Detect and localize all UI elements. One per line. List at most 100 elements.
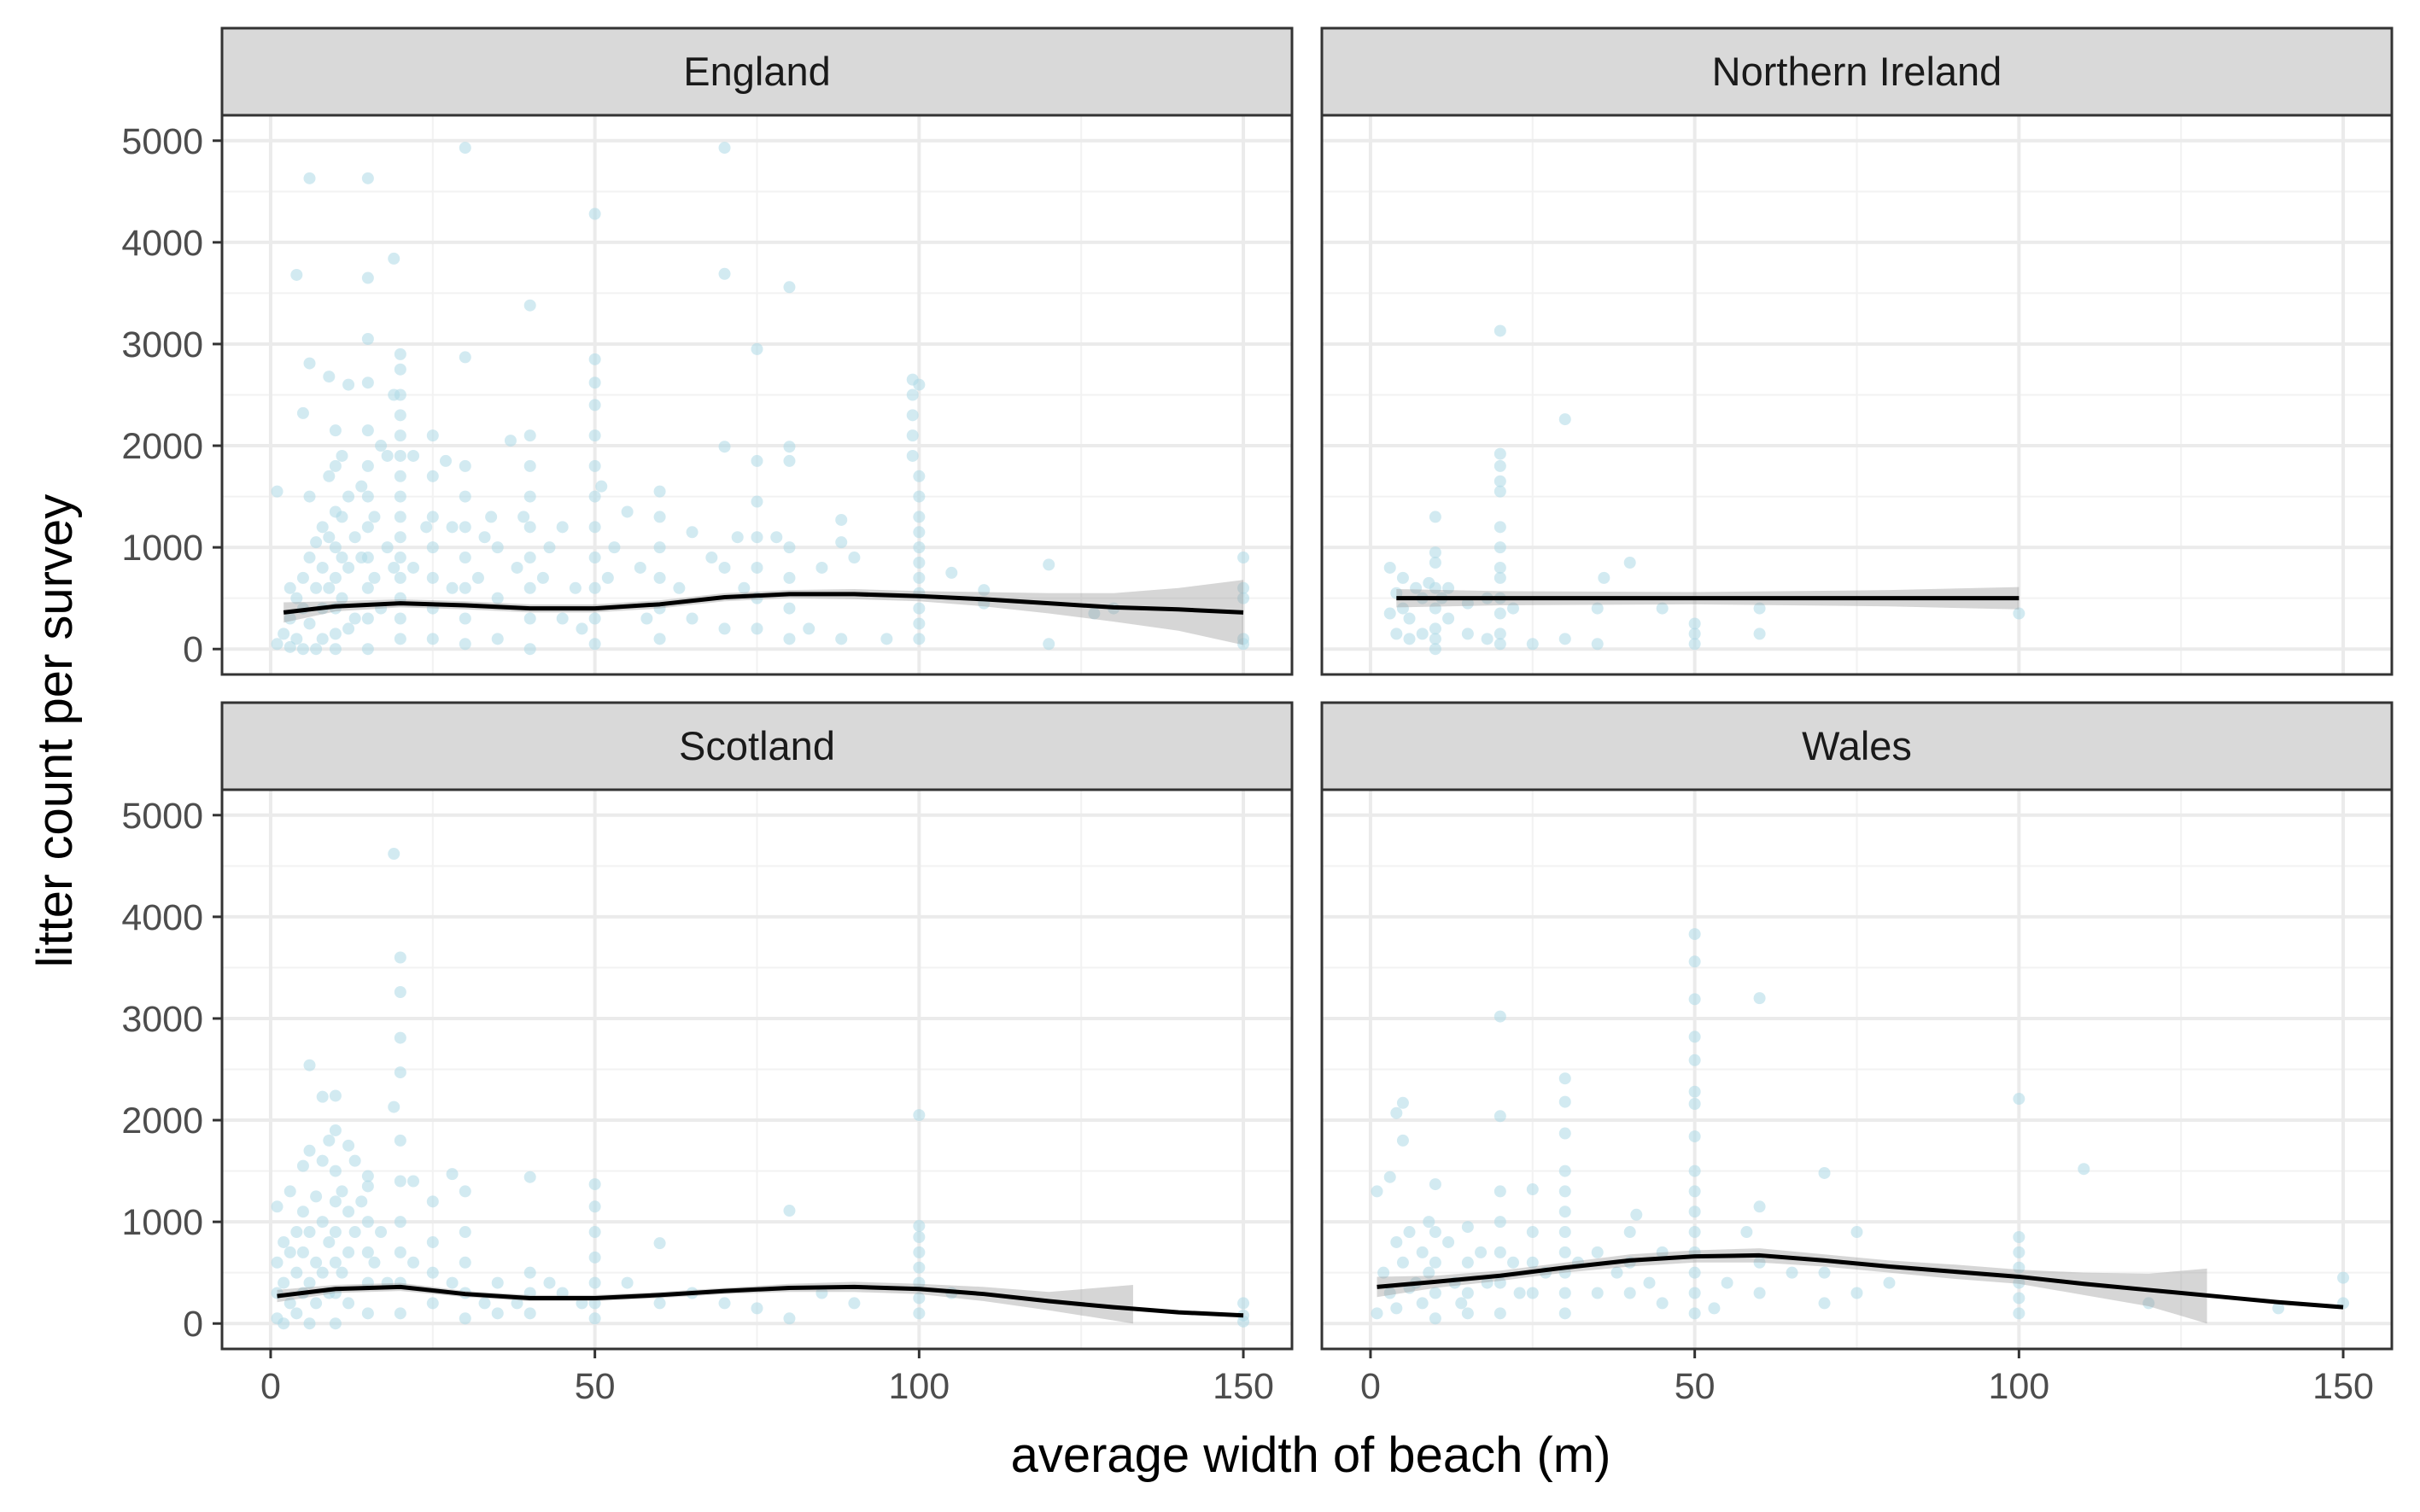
data-point [913, 1246, 926, 1258]
data-point [310, 1297, 323, 1310]
data-point [576, 622, 588, 635]
data-point [588, 581, 601, 594]
strip-label: England [683, 49, 831, 94]
data-point [2013, 1231, 2025, 1243]
data-point [783, 571, 796, 584]
data-point [1721, 1276, 1733, 1289]
data-point [608, 541, 621, 554]
data-point [1237, 1315, 1250, 1328]
data-point [303, 1276, 316, 1289]
data-point [316, 1266, 329, 1279]
confidence-band [277, 1281, 1133, 1324]
data-point [913, 1292, 926, 1305]
data-point [296, 571, 309, 584]
data-point [284, 612, 296, 625]
data-point [296, 1246, 309, 1258]
data-point [1461, 1256, 1474, 1269]
data-point [1494, 541, 1506, 554]
data-point [523, 552, 536, 564]
data-point [705, 552, 718, 564]
data-point [1753, 992, 1766, 1005]
data-point [1688, 928, 1701, 941]
panel-england: England 0 1000 2000 3000 4000 5000 [121, 26, 1294, 676]
data-point [2013, 607, 2025, 620]
data-point [2013, 1307, 2025, 1320]
y-tick-label: 5000 [121, 121, 203, 162]
data-point [394, 363, 406, 376]
data-point [1688, 955, 1701, 968]
data-point [1688, 1165, 1701, 1177]
data-point [1494, 638, 1506, 651]
data-point [1753, 602, 1766, 615]
data-point [394, 571, 406, 584]
y-tick-label: 0 [183, 629, 203, 670]
data-point [1526, 1226, 1539, 1239]
data-point [1429, 1256, 1441, 1269]
data-point [588, 459, 601, 472]
data-point [271, 1200, 284, 1213]
data-point [653, 571, 666, 584]
data-point [1383, 1170, 1396, 1183]
x-tick-label: 150 [1213, 1366, 1274, 1407]
data-point [815, 1287, 828, 1299]
data-point [1429, 546, 1441, 559]
data-point [394, 449, 406, 462]
data-point [1753, 1200, 1766, 1213]
data-point [1688, 1097, 1701, 1110]
data-point [2013, 1093, 2025, 1106]
y-tick-label: 1000 [121, 1202, 203, 1243]
data-point [1237, 581, 1250, 594]
data-point [913, 617, 926, 630]
data-point [913, 511, 926, 523]
data-point [523, 299, 536, 312]
data-point [381, 449, 394, 462]
data-point [491, 592, 504, 604]
data-point [1688, 1185, 1701, 1198]
data-point [718, 142, 731, 155]
data-point [394, 1216, 406, 1229]
data-point [1688, 1266, 1701, 1279]
data-point [1688, 1206, 1701, 1218]
data-point [1850, 1226, 1863, 1239]
x-tick-label: 50 [1675, 1366, 1716, 1407]
data-point [738, 581, 751, 594]
data-point [1237, 552, 1250, 564]
panel-northern-ireland: Northern Ireland [1320, 26, 2394, 676]
data-point [329, 1124, 342, 1136]
data-point [1558, 1226, 1571, 1239]
data-point [271, 1256, 284, 1269]
data-point [1507, 1256, 1520, 1269]
data-point [1481, 1276, 1494, 1289]
data-point [588, 207, 601, 220]
y-tick-label: 4000 [121, 897, 203, 938]
data-point [783, 541, 796, 554]
data-point [394, 1031, 406, 1044]
data-point [375, 440, 388, 452]
data-point [1688, 1054, 1701, 1066]
data-point [368, 1256, 381, 1269]
data-point [394, 633, 406, 645]
data-point [342, 1246, 355, 1258]
data-point [394, 612, 406, 625]
data-point [471, 571, 484, 584]
data-point [394, 429, 406, 442]
data-point [316, 561, 329, 574]
data-point [1494, 1185, 1506, 1198]
data-point [588, 377, 601, 389]
data-point [1383, 607, 1396, 620]
data-point [407, 561, 420, 574]
y-tick-label: 4000 [121, 223, 203, 264]
data-point [751, 561, 763, 574]
data-point [543, 541, 556, 554]
data-point [1558, 1185, 1571, 1198]
data-point [653, 1237, 666, 1250]
data-point [783, 1312, 796, 1325]
data-point [1643, 1276, 1656, 1289]
data-point [323, 1235, 336, 1248]
data-point [394, 1134, 406, 1147]
data-point [1623, 1287, 1636, 1299]
data-point [329, 1089, 342, 1102]
data-point [588, 1312, 601, 1325]
data-point [323, 581, 336, 594]
data-point [329, 1195, 342, 1208]
